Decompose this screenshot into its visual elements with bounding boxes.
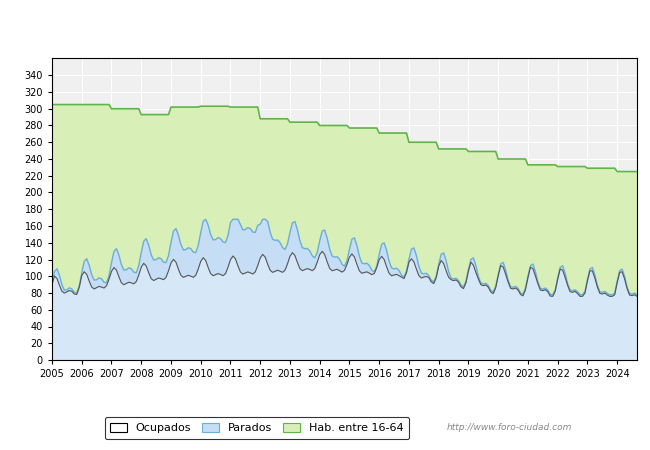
Text: http://www.foro-ciudad.com: http://www.foro-ciudad.com (447, 423, 572, 432)
Text: Miranda del Castañar - Evolucion de la poblacion en edad de Trabajar Septiembre : Miranda del Castañar - Evolucion de la p… (25, 18, 625, 31)
Legend: Ocupados, Parados, Hab. entre 16-64: Ocupados, Parados, Hab. entre 16-64 (105, 417, 409, 439)
